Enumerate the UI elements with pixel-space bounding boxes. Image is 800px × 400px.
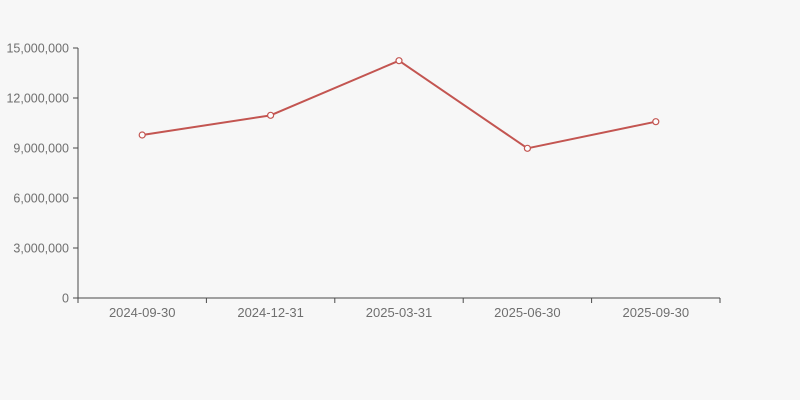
y-tick-label: 12,000,000	[6, 92, 69, 106]
x-tick-label: 2024-09-30	[109, 305, 176, 320]
data-line	[141, 59, 657, 150]
data-point-marker[interactable]	[652, 118, 660, 126]
x-tick-label: 2024-12-31	[237, 305, 304, 320]
data-point-marker[interactable]	[523, 144, 532, 152]
x-tick-label: 2025-06-30	[494, 305, 561, 320]
x-tick-label: 2025-03-31	[366, 305, 433, 320]
data-point-marker[interactable]	[395, 57, 403, 65]
y-tick-label: 15,000,000	[6, 42, 69, 56]
data-point-marker[interactable]	[138, 131, 146, 139]
y-tick-label: 0	[62, 292, 69, 306]
y-tick-label: 3,000,000	[13, 242, 69, 256]
x-tick-label: 2025-09-30	[623, 305, 690, 320]
data-point-marker[interactable]	[267, 111, 275, 119]
y-tick-label: 9,000,000	[13, 142, 69, 156]
y-tick-label: 6,000,000	[13, 192, 69, 206]
